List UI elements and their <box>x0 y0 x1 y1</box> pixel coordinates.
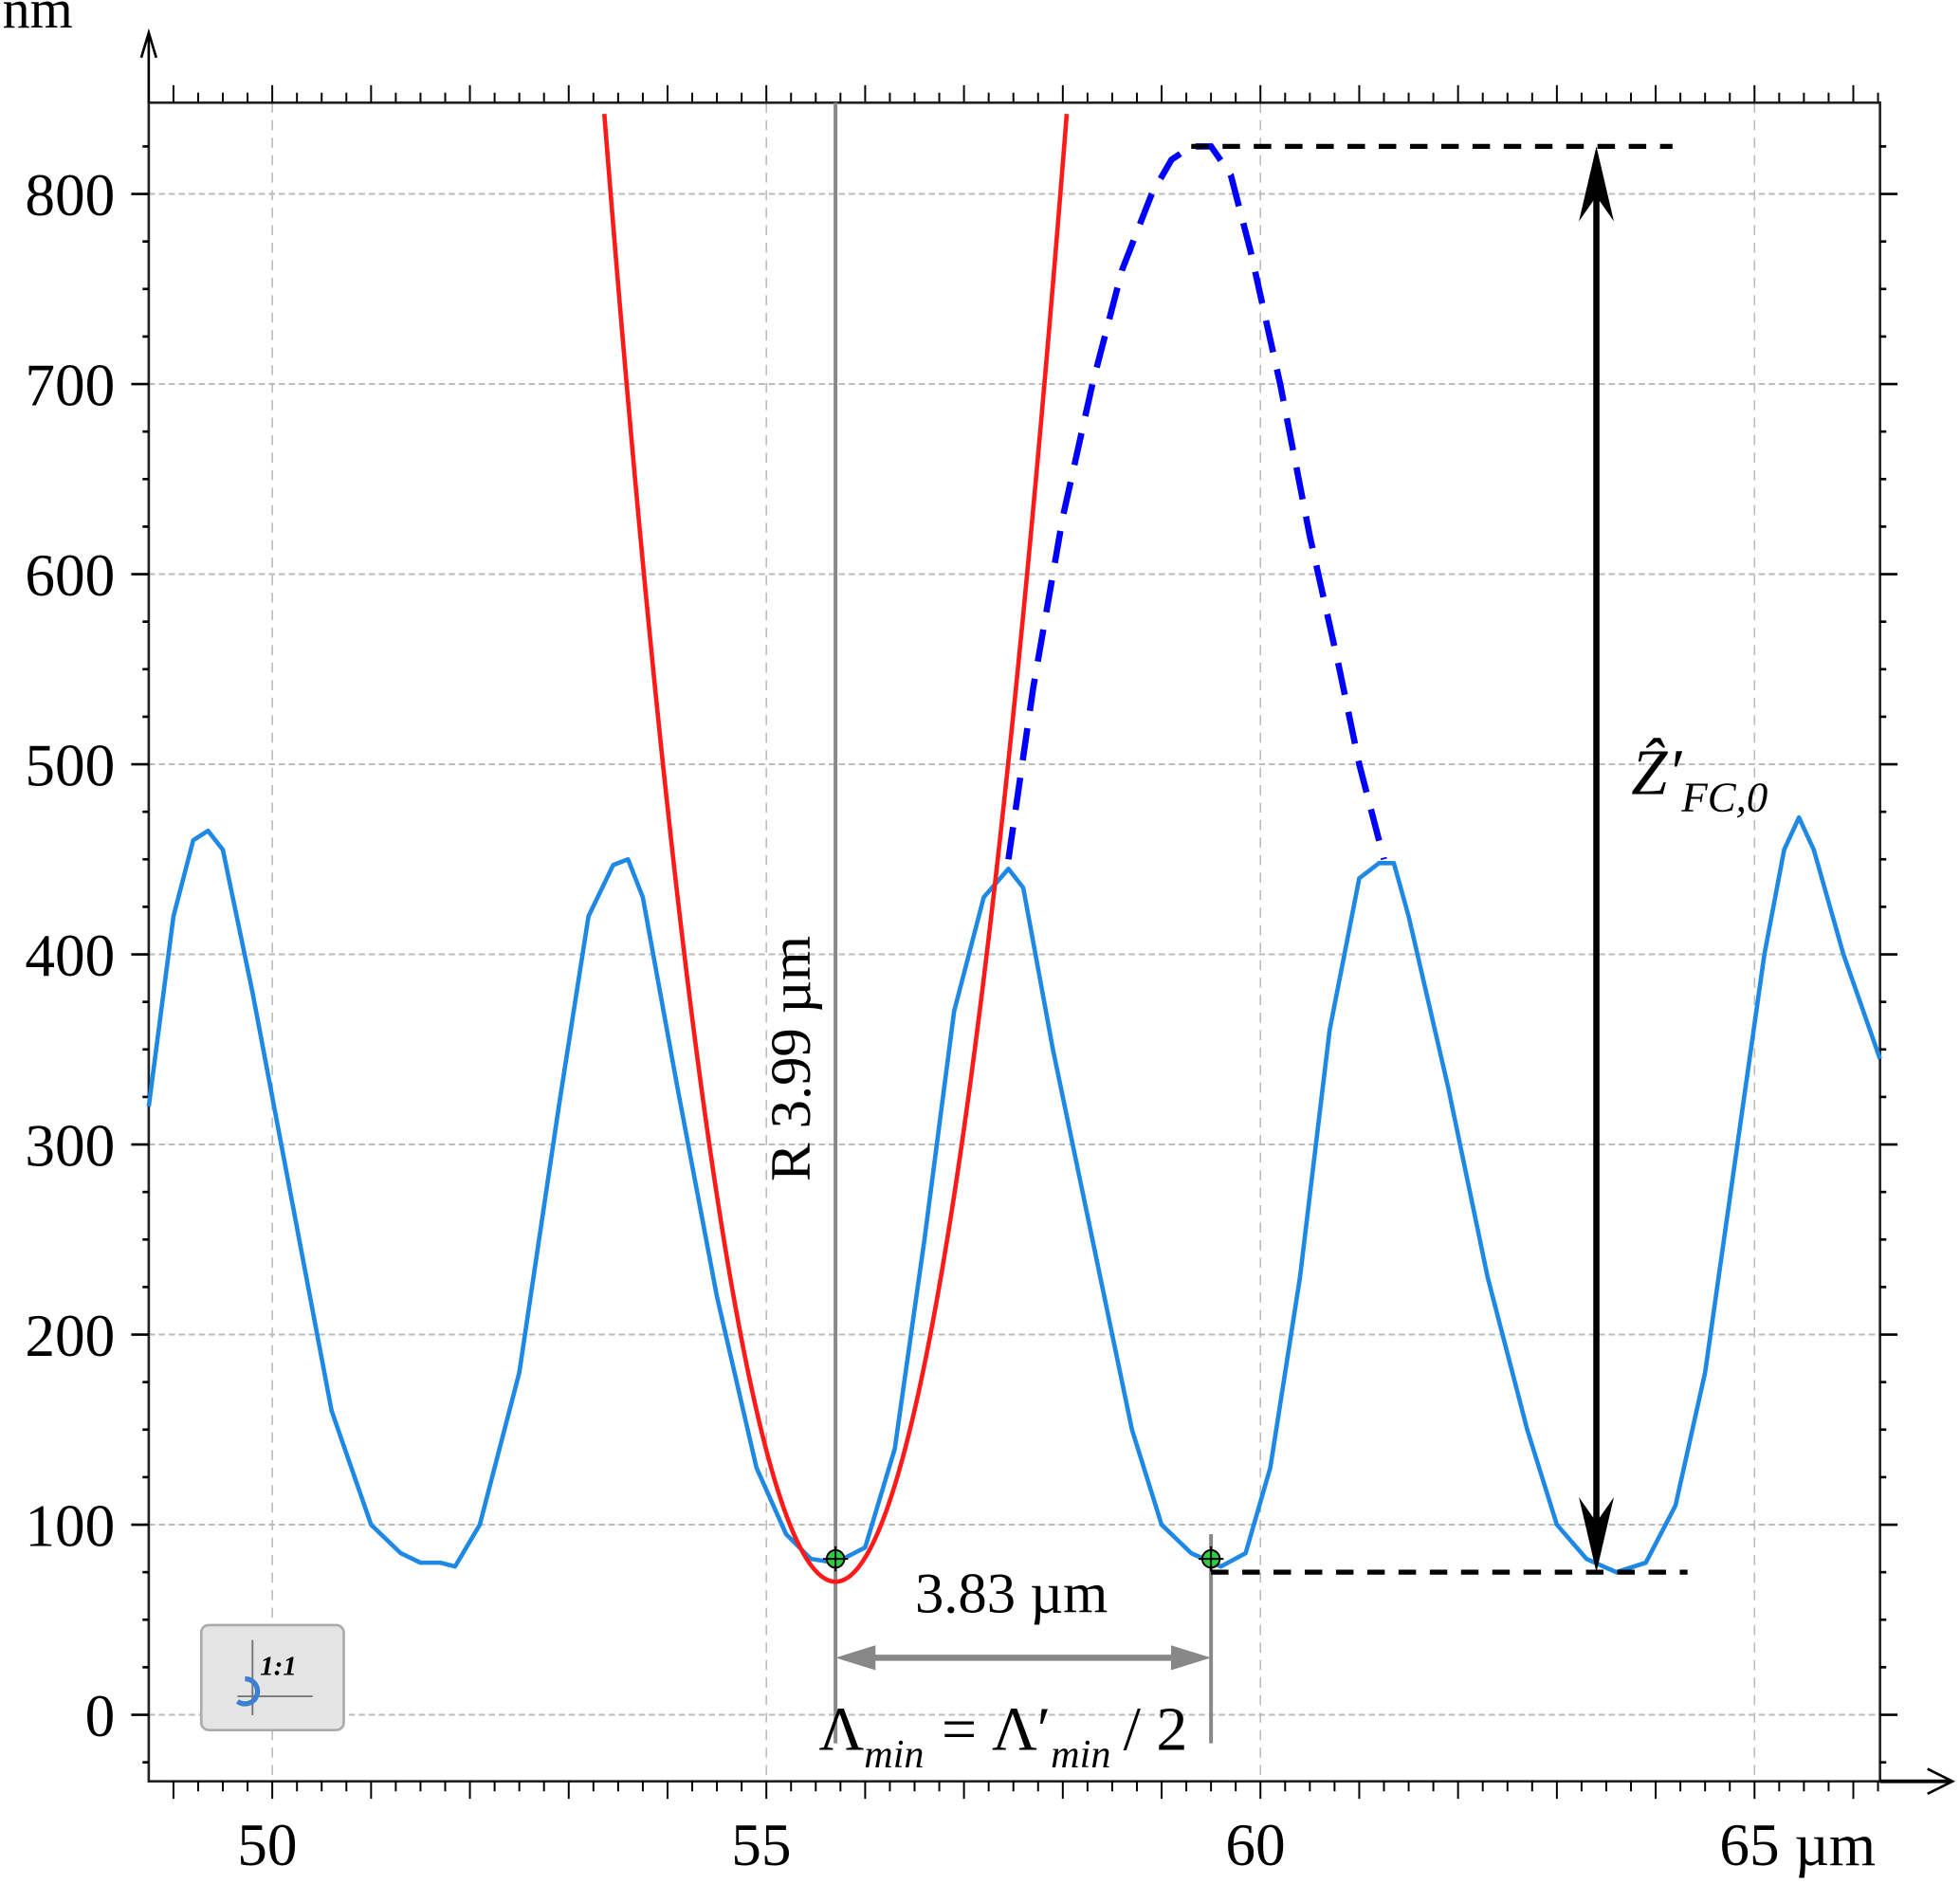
x-tick-label: 55 <box>731 1812 791 1878</box>
envelope-dashed-line <box>1005 143 1387 861</box>
y-tick-label: 600 <box>25 542 115 609</box>
distance-label: 3.83 µm <box>915 1563 1108 1626</box>
y-axis-label: nm <box>3 0 73 40</box>
height-label: Ẑ′FC,0 <box>1631 736 1768 820</box>
dimension-arrow-right-icon <box>1170 1645 1212 1671</box>
axis-ticks <box>131 27 1956 1800</box>
crosshair-icon <box>1198 1546 1224 1572</box>
y-tick-label: 800 <box>25 162 115 229</box>
reset-scale-button[interactable]: 1:1 <box>199 1623 345 1731</box>
y-tick-label: 400 <box>25 923 115 989</box>
y-tick-label: 300 <box>25 1112 115 1179</box>
y-axis-arrow-icon <box>139 27 158 59</box>
x-tick-label: 60 <box>1225 1812 1285 1878</box>
formula-rhs: Λ′ <box>992 1695 1051 1765</box>
formula-eq: = <box>942 1695 977 1765</box>
formula-lhs-sub: min <box>864 1732 924 1777</box>
y-tick-label: 0 <box>85 1683 116 1749</box>
formula-label: Λmin = Λ′min/ 2 <box>818 1695 1187 1777</box>
formula-tail: / 2 <box>1124 1695 1188 1765</box>
profile-line <box>146 814 1882 1575</box>
formula-lhs: Λ <box>818 1695 864 1765</box>
arrow-down-icon <box>1579 1497 1615 1573</box>
arrow-up-icon <box>1579 146 1615 222</box>
y-tick-label: 700 <box>25 352 115 418</box>
x-axis-arrow-icon <box>1927 1767 1956 1796</box>
height-subscript: FC,0 <box>1680 774 1768 821</box>
height-symbol: Ẑ′ <box>1631 736 1682 808</box>
parabola-fit-line <box>601 114 1070 1584</box>
plot-frame <box>147 101 1881 1783</box>
formula-rhs-sub: min <box>1051 1732 1110 1777</box>
dimension-arrow-left-icon <box>835 1645 876 1671</box>
tick-labels: 50 55 60 65 µm 0 100 200 300 400 500 600 700 800 <box>25 162 1876 1878</box>
crosshair-icon <box>822 1546 849 1572</box>
grid <box>148 102 1880 1782</box>
chart-marks <box>146 102 1882 1744</box>
x-tick-label: 50 <box>237 1812 297 1878</box>
x-tick-label: 65 µm <box>1719 1812 1876 1878</box>
y-tick-label: 500 <box>25 732 115 798</box>
radius-label: R 3.99 µm <box>760 936 823 1181</box>
undo-icon <box>235 1675 261 1707</box>
y-tick-label: 200 <box>25 1303 115 1369</box>
scale-label: 1:1 <box>260 1652 297 1682</box>
y-tick-label: 100 <box>25 1492 115 1559</box>
